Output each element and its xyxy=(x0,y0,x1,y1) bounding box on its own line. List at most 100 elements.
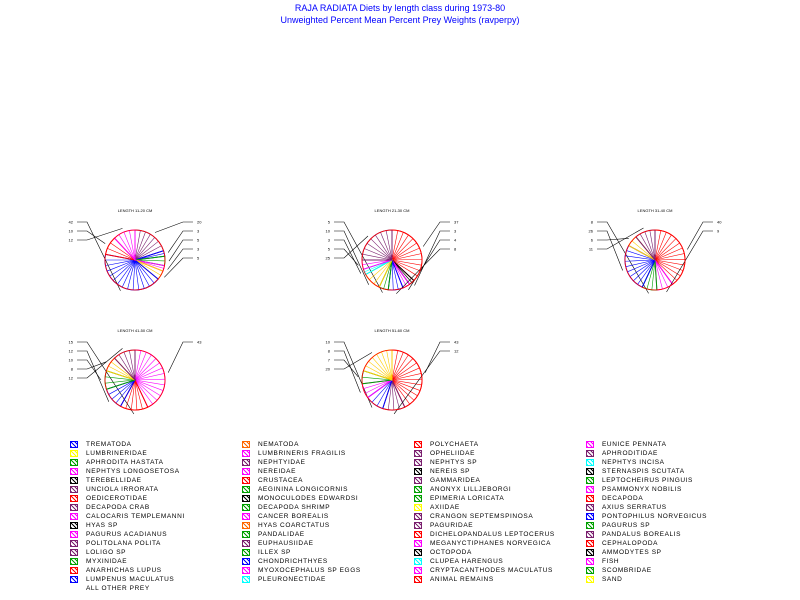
legend-swatch xyxy=(70,540,78,547)
slice-hatch xyxy=(654,258,685,261)
legend-swatch xyxy=(242,576,250,583)
slice-hatch xyxy=(134,241,159,261)
slice-hatch xyxy=(107,248,136,261)
leader-line xyxy=(666,230,713,293)
legend-item: DICHELOPANDALUS LEPTOCERUS xyxy=(414,530,555,539)
slice-hatch xyxy=(391,358,414,381)
legend-item: ANIMAL REMAINS xyxy=(414,575,494,584)
legend-swatch xyxy=(586,441,594,448)
slice-value-label: 9 xyxy=(717,229,720,234)
slice-hatch xyxy=(363,379,393,389)
legend-label: LEPTOCHEIRUS PINGUIS xyxy=(602,477,693,484)
legend-swatch xyxy=(70,504,78,511)
slice-hatch xyxy=(391,379,421,391)
legend-label: ALL OTHER PREY xyxy=(86,585,150,592)
legend-item: CRANGON SEPTEMSPINOSA xyxy=(414,512,533,521)
pie-outline xyxy=(104,349,166,411)
legend-item: SCOMBRIDAE xyxy=(586,566,652,575)
leader-line xyxy=(597,227,644,250)
legend-label: AMMODYTES SP xyxy=(602,549,662,556)
legend-item: AMMODYTES SP xyxy=(586,548,662,557)
legend-label: POLYCHAETA xyxy=(430,441,479,448)
legend-swatch xyxy=(242,495,250,502)
slice-hatch xyxy=(391,367,420,381)
slice-hatch xyxy=(134,245,162,261)
legend-item: ANONYX LILLJEBORGI xyxy=(414,485,511,494)
legend-item: LEPTOCHEIRUS PINGUIS xyxy=(586,476,693,485)
legend-swatch xyxy=(70,567,78,574)
legend-item: HYAS SP xyxy=(70,521,118,530)
slice-value-label: 10 xyxy=(69,229,74,234)
legend-item: PANDALUS BOREALIS xyxy=(586,530,681,539)
slice-hatch xyxy=(391,242,417,261)
legend-swatch xyxy=(414,441,422,448)
legend-swatch xyxy=(586,459,594,466)
slice-hatch xyxy=(105,259,136,266)
slice-hatch xyxy=(134,259,161,276)
legend-swatch xyxy=(586,495,594,502)
slice-value-label: 8 xyxy=(328,349,331,354)
legend-label: LUMBRINERIS FRAGILIS xyxy=(258,450,346,457)
slice-hatch xyxy=(134,379,158,401)
pie-label: LENGTH 51-60 CM xyxy=(375,328,410,333)
slice-value-label: 10 xyxy=(69,358,74,363)
legend-label: UNCIOLA IRRORATA xyxy=(86,486,159,493)
slice-hatch xyxy=(118,234,136,261)
legend-label: PONTOPHILUS NORVEGICUS xyxy=(602,513,708,520)
legend-label: POLITOLANA POLITA xyxy=(86,540,161,547)
slice-hatch xyxy=(134,230,141,261)
slice-hatch xyxy=(391,379,395,410)
leader-line xyxy=(167,341,193,373)
legend-label: CALOCARIS TEMPLEMANNI xyxy=(86,513,185,520)
leader-line xyxy=(167,248,193,270)
slice-value-label: 6 xyxy=(591,238,594,243)
slice-hatch xyxy=(626,250,656,261)
slice-hatch xyxy=(362,259,393,265)
legend-label: OPHELIIDAE xyxy=(430,450,476,457)
legend-item: CEPHALOPODA xyxy=(586,539,658,548)
legend-item: PSAMMONYX NOBILIS xyxy=(586,485,682,494)
legend-label: LUMBRINERIDAE xyxy=(86,450,148,457)
leader-line xyxy=(597,230,623,271)
pie-1: LENGTH 11-20 CM 20 3 5 3 5 42 10 12 xyxy=(69,208,202,291)
slice-value-label: 3 xyxy=(197,247,200,252)
slice-value-label: 8 xyxy=(71,367,74,372)
slice-hatch xyxy=(629,259,656,277)
legend-swatch xyxy=(414,558,422,565)
chart-subtitle: Unweighted Percent Mean Percent Prey Wei… xyxy=(280,15,520,25)
legend-item: NEMATODA xyxy=(242,440,299,449)
slice-hatch xyxy=(362,376,393,381)
slice-hatch xyxy=(134,379,143,410)
slice-value-label: 20 xyxy=(326,367,331,372)
slice-hatch xyxy=(134,259,140,290)
slice-hatch xyxy=(105,376,136,381)
legend-item: AEGININA LONGICORNIS xyxy=(242,485,348,494)
slice-hatch xyxy=(121,259,136,288)
slice-hatch xyxy=(134,350,142,381)
legend-item: DECAPODA xyxy=(586,494,643,503)
slice-hatch xyxy=(639,233,656,261)
legend-swatch xyxy=(242,513,250,520)
legend-item: EPIMERIA LORICATA xyxy=(414,494,504,503)
legend-label: LOLIGO SP xyxy=(86,549,127,556)
legend-item: LUMBRINERIS FRAGILIS xyxy=(242,449,346,458)
leader-line xyxy=(334,350,361,393)
slice-hatch xyxy=(649,230,656,261)
slice-hatch xyxy=(134,379,161,396)
legend-label: DECAPODA xyxy=(602,495,644,502)
legend-item: UNCIOLA IRRORATA xyxy=(70,485,159,494)
leader-line xyxy=(77,350,110,402)
legend-label: ILLEX SP xyxy=(258,549,291,556)
slice-value-label: 26 xyxy=(589,229,594,234)
slice-value-label: 3 xyxy=(454,229,457,234)
legend-swatch xyxy=(586,531,594,538)
slice-hatch xyxy=(627,259,656,273)
slice-hatch xyxy=(391,238,414,261)
legend-label: OEDICEROTIDAE xyxy=(86,495,148,502)
slice-hatch xyxy=(376,379,393,407)
legend-swatch xyxy=(242,540,250,547)
slice-value-label: 12 xyxy=(69,238,74,243)
legend-label: CHONDRICHTHYES xyxy=(258,558,328,565)
slice-hatch xyxy=(637,259,656,285)
slice-hatch xyxy=(654,232,667,261)
